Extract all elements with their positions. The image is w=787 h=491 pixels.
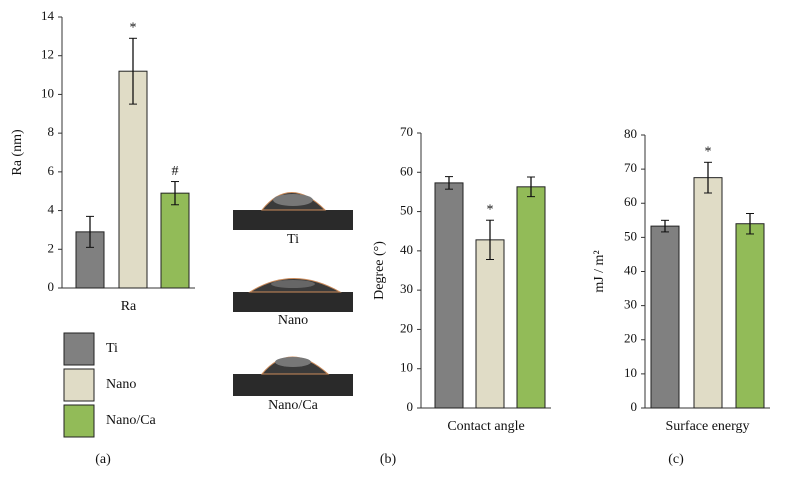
y-tick-label: 0 [407, 399, 414, 414]
y-tick-label: 0 [631, 399, 638, 414]
image-label: Ti [287, 232, 299, 247]
significance-marker: # [172, 164, 179, 179]
droplet-images [233, 192, 353, 396]
bar [475, 239, 505, 409]
y-tick-label: 0 [48, 279, 55, 294]
panel-label: (b) [380, 452, 397, 467]
x-category-label: Contact angle [447, 419, 524, 434]
y-tick-label: 14 [41, 8, 55, 23]
y-tick-label: 8 [48, 124, 55, 139]
droplet-image [233, 278, 353, 312]
legend-swatch [63, 368, 95, 402]
y-tick-label: 20 [624, 331, 637, 346]
legend-label: Ti [106, 341, 118, 356]
significance-marker: * [705, 145, 712, 160]
y-tick-label: 10 [624, 365, 637, 380]
legend-label: Nano/Ca [106, 413, 157, 428]
y-tick-label: 30 [400, 281, 413, 296]
y-tick-label: 60 [624, 194, 637, 209]
legend-swatch [63, 332, 95, 366]
bar [650, 225, 680, 409]
legend-label: Nano [106, 377, 136, 392]
x-category-label: Surface energy [665, 419, 749, 434]
y-tick-label: 60 [400, 163, 413, 178]
y-tick-label: 50 [400, 203, 413, 218]
y-tick-label: 10 [41, 85, 54, 100]
y-axis-label: Degree (°) [372, 241, 387, 300]
y-tick-label: 70 [400, 124, 413, 139]
x-category-label: Ra [121, 299, 137, 314]
y-tick-label: 12 [41, 47, 54, 62]
y-tick-label: 40 [624, 262, 637, 277]
panel-label: (c) [668, 452, 684, 467]
legend-swatch [63, 404, 95, 438]
y-axis-label: mJ / m² [592, 250, 607, 292]
y-tick-label: 2 [48, 240, 55, 255]
image-label: Nano/Ca [268, 398, 319, 413]
y-tick-label: 70 [624, 160, 637, 175]
y-tick-label: 20 [400, 320, 413, 335]
y-tick-label: 6 [48, 163, 55, 178]
bar [160, 192, 190, 289]
y-tick-label: 4 [48, 202, 55, 217]
y-tick-label: 10 [400, 360, 413, 375]
bar [693, 177, 723, 409]
image-label: Nano [278, 313, 308, 328]
bar [118, 70, 148, 289]
y-tick-label: 50 [624, 228, 637, 243]
y-tick-label: 40 [400, 242, 413, 257]
droplet-image [233, 192, 353, 230]
bar [434, 182, 464, 409]
significance-marker: * [130, 21, 137, 36]
bar [516, 186, 546, 409]
panel-label: (a) [95, 452, 111, 467]
droplet-image [233, 356, 353, 396]
significance-marker: * [487, 202, 494, 217]
y-axis-label: Ra (nm) [10, 129, 25, 176]
y-tick-label: 30 [624, 297, 637, 312]
y-tick-label: 80 [624, 126, 637, 141]
bar [735, 223, 765, 409]
